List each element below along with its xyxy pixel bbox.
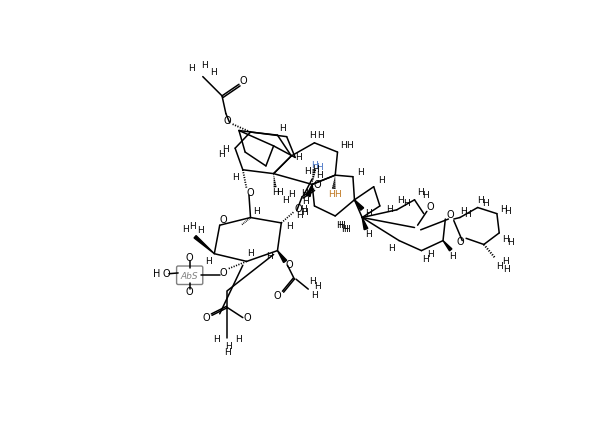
Text: H: H bbox=[365, 230, 371, 239]
Text: H: H bbox=[188, 65, 195, 74]
Text: H: H bbox=[182, 225, 188, 233]
Text: H: H bbox=[205, 257, 211, 266]
Text: H: H bbox=[218, 150, 225, 159]
Text: O: O bbox=[202, 313, 210, 323]
Text: H: H bbox=[285, 222, 292, 231]
Text: H: H bbox=[271, 188, 279, 197]
Text: O: O bbox=[247, 188, 255, 198]
Text: H: H bbox=[153, 269, 160, 279]
Text: H: H bbox=[210, 68, 217, 77]
Polygon shape bbox=[362, 217, 368, 229]
Text: H: H bbox=[279, 124, 285, 133]
Text: H: H bbox=[504, 265, 510, 274]
Text: H: H bbox=[213, 336, 220, 344]
Text: H: H bbox=[422, 255, 428, 265]
Polygon shape bbox=[278, 251, 287, 262]
Text: O: O bbox=[220, 268, 227, 278]
Text: O: O bbox=[274, 291, 281, 301]
Text: H: H bbox=[295, 153, 302, 162]
Text: H: H bbox=[347, 141, 353, 150]
Text: H: H bbox=[231, 173, 239, 182]
Text: H: H bbox=[341, 141, 347, 150]
Text: H: H bbox=[316, 171, 323, 180]
Polygon shape bbox=[194, 236, 215, 254]
Text: H: H bbox=[500, 205, 507, 214]
Text: H: H bbox=[267, 252, 273, 261]
Text: H: H bbox=[300, 205, 307, 214]
Text: H: H bbox=[388, 244, 395, 253]
Text: H: H bbox=[296, 211, 302, 220]
Text: O: O bbox=[447, 210, 454, 220]
Text: O: O bbox=[220, 215, 227, 225]
Text: H: H bbox=[334, 190, 341, 199]
Text: H: H bbox=[482, 199, 489, 208]
Text: H: H bbox=[301, 189, 308, 198]
Text: H: H bbox=[225, 342, 232, 351]
Text: H: H bbox=[460, 207, 467, 216]
Text: H: H bbox=[502, 257, 509, 266]
Text: H: H bbox=[288, 190, 295, 199]
Text: H: H bbox=[427, 250, 434, 259]
Text: H: H bbox=[422, 191, 428, 200]
Text: H: H bbox=[338, 221, 345, 230]
Text: H: H bbox=[311, 291, 318, 300]
Text: H: H bbox=[398, 196, 404, 205]
Text: H: H bbox=[190, 222, 196, 231]
Text: O: O bbox=[426, 203, 434, 213]
Text: O: O bbox=[162, 269, 170, 279]
Text: H: H bbox=[302, 197, 309, 206]
Text: H: H bbox=[282, 196, 288, 205]
Text: H: H bbox=[507, 238, 513, 247]
FancyBboxPatch shape bbox=[176, 266, 203, 284]
Text: H: H bbox=[316, 163, 323, 172]
Text: H: H bbox=[314, 282, 321, 291]
Text: H: H bbox=[341, 225, 348, 234]
Text: H: H bbox=[222, 145, 229, 154]
Text: H: H bbox=[496, 262, 502, 271]
Text: H: H bbox=[247, 249, 254, 258]
Polygon shape bbox=[443, 241, 452, 251]
Text: H: H bbox=[197, 226, 204, 235]
Text: H: H bbox=[358, 168, 364, 178]
Text: O: O bbox=[314, 180, 321, 190]
Text: H: H bbox=[310, 131, 316, 139]
Text: H: H bbox=[504, 207, 511, 216]
Text: AbS: AbS bbox=[181, 271, 199, 281]
Text: H: H bbox=[365, 209, 371, 218]
Text: O: O bbox=[186, 253, 193, 263]
Text: H: H bbox=[313, 165, 319, 174]
Text: H: H bbox=[276, 188, 283, 197]
Text: O: O bbox=[224, 116, 231, 126]
Text: H: H bbox=[478, 196, 484, 205]
Text: O: O bbox=[239, 76, 247, 86]
Text: H: H bbox=[235, 336, 242, 344]
Text: H: H bbox=[336, 221, 342, 230]
Polygon shape bbox=[355, 200, 364, 210]
Text: H: H bbox=[301, 207, 308, 216]
Text: H: H bbox=[386, 205, 393, 214]
Text: H: H bbox=[404, 199, 410, 208]
Text: O: O bbox=[244, 313, 251, 323]
Text: H: H bbox=[344, 225, 350, 234]
Text: H: H bbox=[418, 187, 424, 197]
Text: H: H bbox=[449, 252, 456, 261]
Text: O: O bbox=[456, 237, 464, 247]
Text: H: H bbox=[304, 167, 311, 176]
Text: H: H bbox=[328, 190, 335, 199]
Text: H: H bbox=[502, 235, 509, 244]
Polygon shape bbox=[307, 184, 312, 197]
Text: O: O bbox=[285, 260, 293, 270]
Text: O: O bbox=[186, 287, 193, 297]
Text: H: H bbox=[311, 161, 318, 170]
Text: H: H bbox=[464, 210, 471, 219]
Text: H: H bbox=[317, 131, 324, 139]
Text: H: H bbox=[253, 207, 260, 216]
Text: H: H bbox=[378, 176, 385, 185]
Text: H: H bbox=[201, 61, 208, 70]
Text: H: H bbox=[224, 348, 231, 357]
Text: O: O bbox=[295, 204, 302, 214]
Text: H: H bbox=[308, 277, 316, 286]
